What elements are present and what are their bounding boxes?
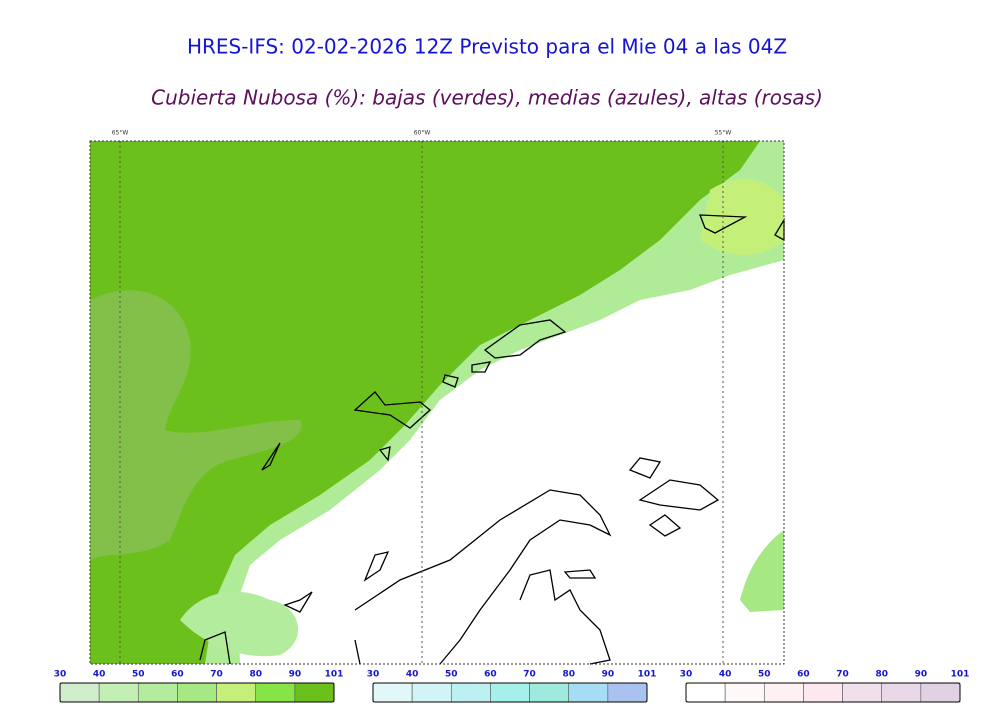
colorbar-label: 90	[602, 670, 615, 680]
colorbar-label: 80	[875, 670, 888, 680]
colorbar-label: 101	[951, 670, 970, 680]
colorbar-cell	[842, 682, 883, 703]
colorbar-cell	[450, 682, 491, 703]
colorbar-cell	[411, 682, 452, 703]
map	[89, 140, 785, 665]
cloud-patch	[740, 530, 784, 612]
colorbar-cell	[490, 682, 530, 703]
map-frame	[89, 140, 785, 665]
colorbar-cell	[59, 682, 100, 703]
colorbar-label: 70	[836, 670, 849, 680]
colorbar-frame	[372, 682, 648, 703]
colorbar-label: 101	[638, 670, 657, 680]
colorbar-label: 30	[367, 670, 380, 680]
colorbar-cell	[724, 682, 765, 703]
colorbar-label: 70	[210, 670, 223, 680]
colorbar-cell	[568, 682, 609, 703]
colorbar-label: 60	[797, 670, 810, 680]
colorbar-cell	[881, 682, 922, 703]
graticule	[119, 141, 724, 664]
colorbar-label: 70	[523, 670, 536, 680]
coastline	[199, 214, 785, 665]
lon-label: 65°W	[112, 130, 129, 137]
colorbar-cell	[255, 682, 296, 703]
cloud-patch	[90, 290, 302, 560]
colorbar-label: 50	[445, 670, 458, 680]
colorbar-cell	[177, 682, 217, 703]
colorbar-label: 50	[132, 670, 145, 680]
colorbar-cell	[216, 682, 257, 703]
colorbar-label: 60	[484, 670, 497, 680]
cloud-patch	[180, 591, 299, 657]
colorbar-label: 80	[562, 670, 575, 680]
colorbar-label: 40	[93, 670, 106, 680]
colorbar-cell	[607, 682, 648, 703]
colorbar-cell	[372, 682, 413, 703]
low-cloud	[90, 141, 760, 664]
subtitle: Cubierta Nubosa (%): bajas (verdes), med…	[151, 86, 823, 110]
lon-label: 55°W	[715, 130, 732, 137]
lon-label: 60°W	[414, 130, 431, 137]
title: HRES-IFS: 02-02-2026 12Z Previsto para e…	[187, 35, 787, 59]
colorbar-cell	[294, 682, 335, 703]
colorbar-label: 60	[171, 670, 184, 680]
colorbar-cell	[98, 682, 139, 703]
colorbar-cell	[529, 682, 570, 703]
colorbar-label: 30	[54, 670, 67, 680]
colorbar-label: 50	[758, 670, 771, 680]
colorbar-frame	[59, 682, 335, 703]
colorbar-label: 40	[719, 670, 732, 680]
colorbar-cell	[763, 682, 804, 703]
colorbar-label: 101	[325, 670, 344, 680]
colorbar-label: 30	[680, 670, 693, 680]
colorbar-label: 90	[915, 670, 928, 680]
colorbar-cell	[137, 682, 178, 703]
colorbar-label: 40	[406, 670, 419, 680]
colorbar-label: 80	[249, 670, 262, 680]
colorbar-cell	[920, 682, 961, 703]
colorbar-cell	[803, 682, 843, 703]
colorbar-cell	[685, 682, 726, 703]
colorbar-label: 90	[289, 670, 302, 680]
colorbar-frame	[685, 682, 961, 703]
